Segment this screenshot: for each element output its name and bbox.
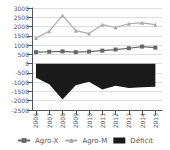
svg-text:2000: 2000 bbox=[14, 23, 29, 30]
svg-text:-500: -500 bbox=[15, 69, 29, 76]
svg-text:-1500: -1500 bbox=[12, 88, 30, 95]
svg-text:1000: 1000 bbox=[14, 42, 29, 49]
svg-text:-1000: -1000 bbox=[12, 79, 30, 86]
svg-text:2007: 2007 bbox=[46, 113, 53, 128]
svg-text:500: 500 bbox=[18, 51, 30, 58]
svg-text:2008: 2008 bbox=[59, 113, 66, 128]
svg-text:2006: 2006 bbox=[32, 113, 39, 128]
svg-text:2014: 2014 bbox=[139, 113, 146, 128]
svg-text:2500: 2500 bbox=[14, 14, 29, 21]
svg-text:2009: 2009 bbox=[72, 113, 79, 128]
svg-text:0: 0 bbox=[25, 60, 29, 67]
svg-text:Agro-X: Agro-X bbox=[35, 137, 59, 145]
svg-text:-2500: -2500 bbox=[12, 107, 30, 114]
svg-text:2015: 2015 bbox=[152, 113, 159, 128]
svg-text:3000: 3000 bbox=[14, 5, 29, 12]
svg-text:Déficit: Déficit bbox=[130, 137, 153, 145]
svg-text:2013: 2013 bbox=[125, 113, 132, 128]
svg-text:1500: 1500 bbox=[14, 32, 29, 39]
svg-text:2012: 2012 bbox=[112, 113, 119, 128]
svg-text:Agro-M: Agro-M bbox=[82, 137, 107, 145]
svg-text:-2000: -2000 bbox=[12, 97, 30, 104]
svg-text:2010: 2010 bbox=[86, 113, 93, 128]
svg-text:2011: 2011 bbox=[99, 113, 106, 128]
